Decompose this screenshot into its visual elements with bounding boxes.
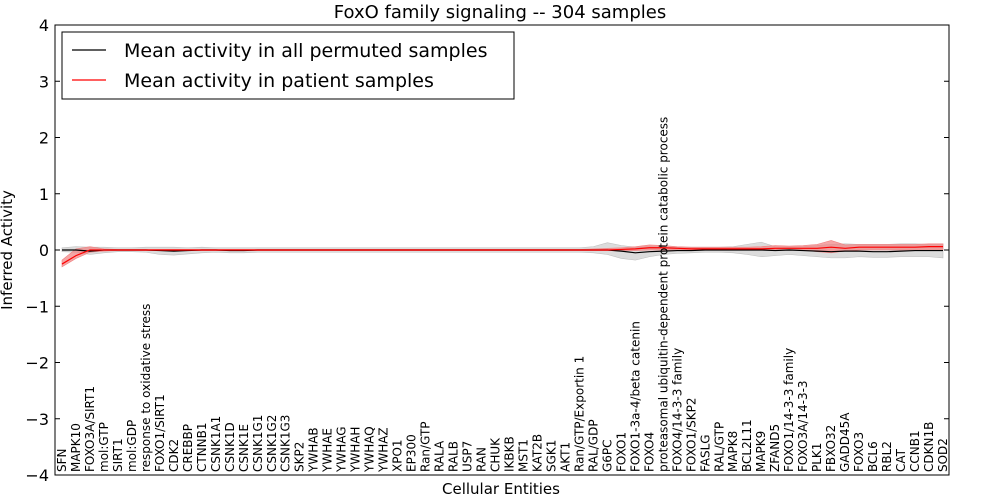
x-tick-label: SKP2 (293, 442, 307, 472)
x-tick-label: IKBKB (502, 436, 516, 472)
y-tick-label: −1 (25, 297, 49, 316)
x-tick-label: RAN (475, 447, 489, 472)
chart-title: FoxO family signaling -- 304 samples (334, 2, 666, 23)
x-tick-label: XPO1 (391, 439, 405, 472)
x-tick-label: YWHAB (307, 427, 321, 473)
permuted-band (61, 241, 944, 261)
x-tick-label: CSNK1D (223, 422, 237, 472)
x-tick-label: CAT (894, 448, 908, 472)
x-tick-label: G6PC (600, 439, 614, 472)
x-tick-label: MST1 (516, 439, 530, 472)
x-tick-label: RALB (447, 441, 461, 472)
x-tick-label: CDKN1B (922, 422, 936, 472)
x-tick-label: CREBBP (181, 424, 195, 472)
x-tick-label: YWHAQ (363, 426, 377, 473)
y-tick-label: 1 (39, 185, 49, 204)
x-tick-label: CSNK1G3 (279, 415, 293, 472)
x-tick-label: AKT1 (558, 442, 572, 472)
x-tick-label: FOXO1/14-3-3 family (782, 348, 796, 472)
x-tick-label: BCL2L11 (740, 419, 754, 472)
x-tick-label: Ran/GTP (419, 421, 433, 472)
x-tick-label: FOXO3 (852, 432, 866, 472)
patient-mean-line (61, 246, 943, 265)
x-tick-label: Ran/GTP/Exportin 1 (572, 356, 586, 472)
x-tick-label: MAPK8 (726, 431, 740, 472)
x-tick-label: MAPK9 (754, 431, 768, 472)
x-tick-label: RALA (433, 440, 447, 472)
x-tick-label: BCL6 (866, 441, 880, 472)
x-axis-tick-labels: SFN MAPK10 FOXO3A/SIRT1 mol:GTP SIRT1 mol:GDP… (55, 117, 950, 473)
x-tick-label: RAL/GTP (712, 422, 726, 472)
x-tick-label: KAT2B (530, 434, 544, 472)
x-tick-label: EP300 (405, 434, 419, 472)
x-tick-label: FBXO32 (824, 425, 838, 472)
y-tick-label: −3 (25, 410, 49, 429)
x-tick-label: CDK2 (167, 439, 181, 472)
x-tick-label: FOXO1/SKP2 (684, 397, 698, 472)
y-tick-label: −4 (25, 466, 49, 485)
x-tick-label: mol:GTP (97, 422, 111, 472)
y-tick-label: 0 (39, 241, 49, 260)
x-tick-label: CSNK1A1 (209, 416, 223, 472)
legend: Mean activity in all permuted samples Me… (61, 31, 515, 100)
x-axis-label: Cellular Entities (442, 480, 560, 498)
x-tick-label: FOXO4/14-3-3 family (670, 348, 684, 472)
x-tick-label: FOXO1 (614, 432, 628, 472)
x-tick-label: YWHAZ (377, 427, 391, 473)
x-tick-label: GADD45A (838, 412, 852, 472)
x-tick-label: mol:GDP (125, 420, 139, 472)
x-tick-label: RBL2 (880, 441, 894, 472)
x-tick-label: FOXO1-3a-4/beta catenin (628, 321, 642, 472)
x-tick-label: FOXO3A/14-3-3 (796, 380, 810, 472)
y-tick-label: 4 (39, 16, 49, 35)
x-tick-label: FOXO3A/SIRT1 (83, 386, 97, 472)
x-tick-label: SFN (55, 449, 69, 473)
confidence-bands (61, 240, 944, 268)
x-tick-label: USP7 (461, 441, 475, 472)
x-tick-label: CSNK1G1 (251, 415, 265, 472)
x-tick-label: PLK1 (810, 443, 824, 472)
x-tick-label: YWHAE (321, 428, 335, 473)
x-tick-label: MAPK10 (69, 423, 83, 472)
y-tick-label: −2 (25, 354, 49, 373)
x-tick-label: SGK1 (544, 440, 558, 472)
x-tick-label: CTNNB1 (195, 422, 209, 472)
x-tick-label: YWHAH (349, 427, 363, 473)
y-tick-label: 2 (39, 129, 49, 148)
y-tick-label: 3 (39, 72, 49, 91)
legend-label-patient: Mean activity in patient samples (124, 70, 434, 92)
series-lines (61, 246, 944, 265)
plot-frame (54, 24, 950, 476)
x-tick-label: FOXO4 (642, 432, 656, 472)
x-tick-label: SOD2 (936, 438, 950, 472)
x-tick-label: ZFAND5 (768, 424, 782, 472)
x-tick-label: response to oxidative stress (139, 304, 153, 472)
x-tick-label: FASLG (698, 434, 712, 472)
legend-label-permuted: Mean activity in all permuted samples (124, 40, 487, 62)
x-tick-label: CSNK1G2 (265, 415, 279, 472)
x-tick-label: RAL/GDP (586, 419, 600, 472)
x-tick-label: FOXO1/SIRT1 (153, 394, 167, 472)
x-tick-label: CHUK (489, 437, 503, 472)
x-tick-label: CCNB1 (908, 430, 922, 472)
x-tick-label: CSNK1E (237, 424, 251, 472)
legend-box (61, 31, 515, 100)
y-axis-label: Inferred Activity (0, 190, 16, 310)
x-tick-label: SIRT1 (111, 438, 125, 472)
x-tick-label: proteasomal ubiquitin-dependent protein … (656, 117, 670, 472)
x-tick-label: YWHAG (335, 426, 349, 473)
